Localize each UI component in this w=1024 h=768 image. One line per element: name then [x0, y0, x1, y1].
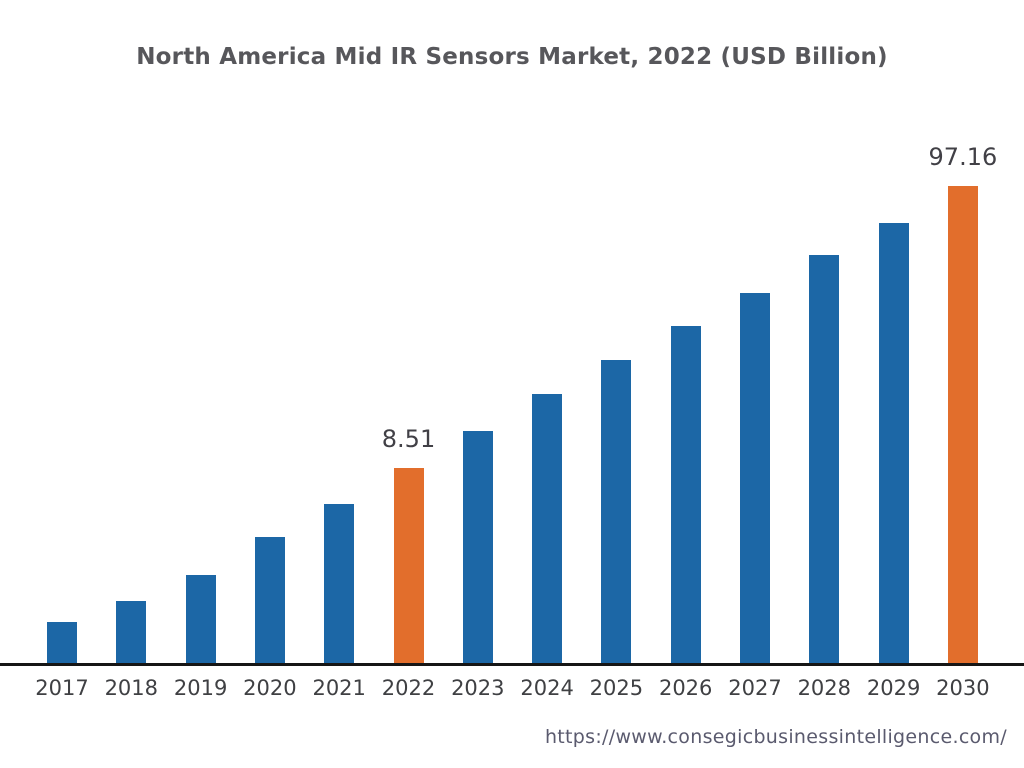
bar-2030: [947, 186, 978, 664]
bar-2021: [324, 504, 355, 664]
bar-2025: [601, 360, 632, 664]
bar-2020: [254, 537, 285, 664]
bar-2018: [116, 601, 147, 664]
x-tick-2019: 2019: [173, 676, 228, 700]
x-tick-2030: 2030: [936, 676, 990, 700]
bar-2028: [809, 255, 840, 664]
x-tick-2022: 2022: [381, 676, 436, 700]
source-url: https://www.consegicbusinessintelligence…: [544, 726, 1007, 748]
data-label-2030: 97.16: [928, 143, 998, 171]
x-tick-2029: 2029: [866, 676, 921, 700]
chart-title: North America Mid IR Sensors Market, 202…: [136, 44, 888, 70]
x-tick-2028: 2028: [797, 676, 852, 700]
x-tick-2021: 2021: [312, 676, 366, 700]
x-tick-2017: 2017: [35, 676, 89, 700]
data-label-2022: 8.51: [381, 425, 436, 453]
bar-2022: [393, 468, 424, 664]
x-tick-2025: 2025: [589, 676, 644, 700]
x-tick-2018: 2018: [104, 676, 159, 700]
bar-2027: [740, 293, 770, 664]
bar-2024: [532, 394, 563, 664]
bar-2023: [462, 431, 493, 664]
bar-2026: [670, 326, 701, 664]
x-tick-2023: 2023: [451, 676, 505, 700]
x-axis-line: [0, 663, 1024, 666]
x-tick-2026: 2026: [658, 676, 713, 700]
bar-2029: [878, 223, 909, 664]
x-tick-2024: 2024: [520, 676, 574, 700]
bar-2017: [47, 622, 77, 664]
bar-2019: [185, 575, 216, 664]
x-tick-2027: 2027: [728, 676, 782, 700]
x-tick-2020: 2020: [243, 676, 297, 700]
